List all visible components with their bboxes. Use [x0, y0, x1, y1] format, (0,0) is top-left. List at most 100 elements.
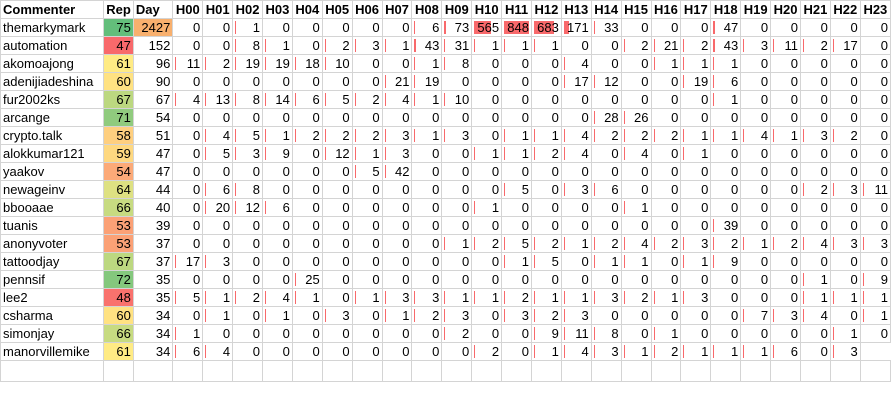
- hour-cell-h02[interactable]: 2: [232, 288, 263, 307]
- hour-cell-h20[interactable]: 0: [770, 198, 801, 217]
- column-header-rep[interactable]: Rep: [103, 0, 134, 19]
- hour-cell-h21[interactable]: 2: [799, 36, 831, 55]
- hour-cell-h17[interactable]: 0: [680, 270, 712, 289]
- hour-cell-h16[interactable]: 0: [650, 198, 682, 217]
- hour-cell-h00[interactable]: 0: [172, 234, 204, 253]
- hour-cell-h13[interactable]: 171: [560, 18, 592, 37]
- hour-cell-h19[interactable]: 0: [740, 324, 772, 343]
- day-total-cell[interactable]: 34: [132, 306, 174, 325]
- hour-cell-h13[interactable]: 0: [560, 36, 592, 55]
- hour-cell-h16[interactable]: 2: [650, 126, 682, 145]
- rep-cell[interactable]: 67: [103, 90, 134, 109]
- hour-cell-h14[interactable]: 3: [590, 342, 622, 361]
- day-total-cell[interactable]: 152: [132, 36, 174, 55]
- hour-cell-h14[interactable]: 2: [590, 126, 622, 145]
- hour-cell-h21[interactable]: 0: [799, 72, 831, 91]
- hour-cell-h01[interactable]: 0: [202, 216, 234, 235]
- hour-cell-h14[interactable]: 33: [590, 18, 622, 37]
- hour-cell-h12[interactable]: 1: [530, 342, 562, 361]
- hour-cell-h21[interactable]: 2: [799, 180, 831, 199]
- hour-cell-h04[interactable]: 2: [291, 126, 323, 145]
- empty-cell[interactable]: [441, 360, 473, 382]
- hour-cell-h16[interactable]: 0: [650, 306, 682, 325]
- hour-cell-h13[interactable]: 0: [560, 108, 592, 127]
- hour-cell-h10[interactable]: 2: [471, 342, 503, 361]
- hour-cell-h16[interactable]: 0: [650, 90, 682, 109]
- hour-cell-h16[interactable]: 0: [650, 162, 682, 181]
- hour-cell-h03[interactable]: 1: [261, 36, 293, 55]
- hour-cell-h09[interactable]: 1: [441, 234, 473, 253]
- hour-cell-h06[interactable]: 0: [351, 342, 383, 361]
- hour-cell-h08[interactable]: 0: [411, 324, 443, 343]
- hour-cell-h10[interactable]: 1: [471, 36, 503, 55]
- hour-cell-h07[interactable]: 0: [381, 270, 413, 289]
- rep-cell[interactable]: 61: [103, 342, 134, 361]
- hour-cell-h12[interactable]: 0: [530, 270, 562, 289]
- hour-cell-h22[interactable]: 1: [829, 324, 861, 343]
- hour-cell-h20[interactable]: 0: [770, 162, 801, 181]
- hour-cell-h22[interactable]: 0: [829, 252, 861, 271]
- hour-cell-h01[interactable]: 20: [202, 198, 234, 217]
- hour-cell-h04[interactable]: 0: [291, 216, 323, 235]
- hour-cell-h17[interactable]: 0: [680, 108, 712, 127]
- hour-cell-h08[interactable]: 0: [411, 234, 443, 253]
- empty-cell[interactable]: [202, 360, 234, 382]
- hour-cell-h05[interactable]: 0: [321, 234, 353, 253]
- hour-cell-h01[interactable]: 2: [202, 54, 234, 73]
- hour-cell-h02[interactable]: 8: [232, 180, 263, 199]
- hour-cell-h22[interactable]: 0: [829, 306, 861, 325]
- hour-cell-h22[interactable]: 0: [829, 18, 861, 37]
- hour-cell-h15[interactable]: 4: [620, 234, 652, 253]
- hour-cell-h00[interactable]: 6: [172, 342, 204, 361]
- hour-cell-h20[interactable]: 3: [770, 306, 801, 325]
- hour-cell-h09[interactable]: 0: [441, 252, 473, 271]
- hour-cell-h15[interactable]: 26: [620, 108, 652, 127]
- hour-cell-h09[interactable]: 2: [441, 324, 473, 343]
- commenter-name-cell[interactable]: tuanis: [0, 216, 105, 235]
- hour-cell-h11[interactable]: 1: [501, 36, 532, 55]
- empty-cell[interactable]: [0, 360, 105, 382]
- hour-cell-h03[interactable]: 0: [261, 270, 293, 289]
- hour-cell-h05[interactable]: 0: [321, 342, 353, 361]
- hour-cell-h11[interactable]: 1: [501, 144, 532, 163]
- hour-cell-h06[interactable]: 2: [351, 126, 383, 145]
- rep-cell[interactable]: 64: [103, 180, 134, 199]
- hour-cell-h15[interactable]: 0: [620, 90, 652, 109]
- hour-cell-h19[interactable]: 0: [740, 162, 772, 181]
- hour-cell-h18[interactable]: 47: [710, 18, 742, 37]
- hour-cell-h15[interactable]: 0: [620, 72, 652, 91]
- hour-cell-h00[interactable]: 0: [172, 270, 204, 289]
- hour-cell-h23[interactable]: 0: [859, 54, 891, 73]
- hour-cell-h08[interactable]: 1: [411, 54, 443, 73]
- hour-cell-h10[interactable]: 0: [471, 72, 503, 91]
- hour-cell-h13[interactable]: 0: [560, 270, 592, 289]
- hour-cell-h11[interactable]: 0: [501, 324, 532, 343]
- hour-cell-h16[interactable]: 2: [650, 342, 682, 361]
- hour-cell-h05[interactable]: 0: [321, 72, 353, 91]
- hour-cell-h22[interactable]: 0: [829, 108, 861, 127]
- hour-cell-h16[interactable]: 21: [650, 36, 682, 55]
- hour-cell-h11[interactable]: 0: [501, 162, 532, 181]
- hour-cell-h18[interactable]: 0: [710, 306, 742, 325]
- rep-cell[interactable]: 71: [103, 108, 134, 127]
- column-header-h18[interactable]: H18: [710, 0, 742, 19]
- commenter-name-cell[interactable]: simonjay: [0, 324, 105, 343]
- hour-cell-h11[interactable]: 0: [501, 342, 532, 361]
- hour-cell-h16[interactable]: 1: [650, 288, 682, 307]
- hour-cell-h09[interactable]: 0: [441, 144, 473, 163]
- hour-cell-h17[interactable]: 3: [680, 234, 712, 253]
- hour-cell-h18[interactable]: 6: [710, 72, 742, 91]
- hour-cell-h03[interactable]: 0: [261, 252, 293, 271]
- hour-cell-h06[interactable]: 1: [351, 144, 383, 163]
- hour-cell-h23[interactable]: 3: [859, 234, 891, 253]
- hour-cell-h11[interactable]: 0: [501, 108, 532, 127]
- hour-cell-h09[interactable]: 3: [441, 126, 473, 145]
- day-total-cell[interactable]: 67: [132, 90, 174, 109]
- hour-cell-h19[interactable]: 0: [740, 54, 772, 73]
- hour-cell-h15[interactable]: 0: [620, 270, 652, 289]
- hour-cell-h23[interactable]: 0: [859, 324, 891, 343]
- hour-cell-h12[interactable]: 0: [530, 90, 562, 109]
- hour-cell-h18[interactable]: 0: [710, 198, 742, 217]
- hour-cell-h01[interactable]: 4: [202, 126, 234, 145]
- hour-cell-h12[interactable]: 2: [530, 234, 562, 253]
